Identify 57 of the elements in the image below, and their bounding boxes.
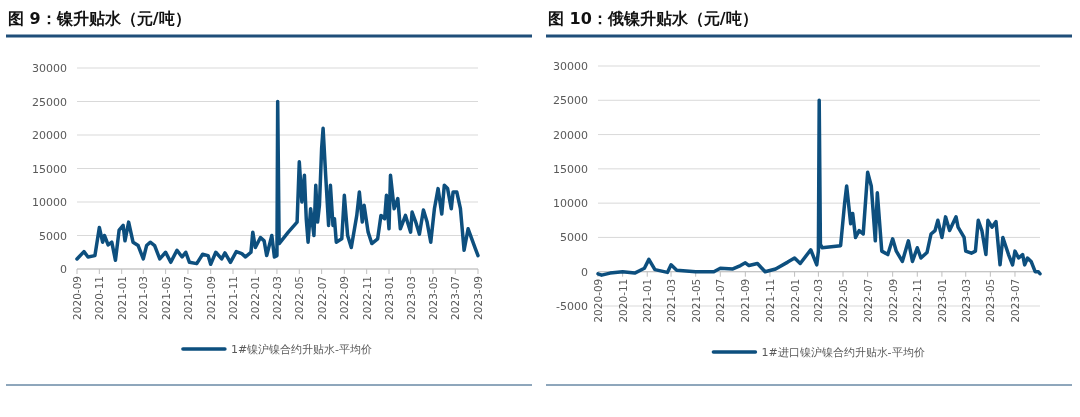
y-tick-label: 15000 bbox=[553, 162, 588, 176]
x-tick-label: 2021-01 bbox=[641, 278, 654, 323]
x-tick-label: 2022-11 bbox=[360, 276, 373, 320]
legend-label: 1#进口镍沪镍合约升贴水-平均价 bbox=[761, 346, 925, 359]
x-tick-label: 2022-11 bbox=[911, 278, 924, 323]
x-tick-label: 2021-03 bbox=[665, 278, 678, 323]
x-tick-label: 2023-03 bbox=[959, 278, 972, 323]
x-tick-label: 2022-05 bbox=[293, 276, 306, 320]
x-tick-label: 2021-07 bbox=[714, 278, 727, 323]
y-tick-label: 0 bbox=[60, 263, 67, 276]
y-tick-label: 30000 bbox=[553, 60, 588, 73]
x-tick-label: 2022-03 bbox=[812, 278, 825, 323]
x-tick-label: 2020-09 bbox=[592, 278, 604, 323]
y-tick-label: 10000 bbox=[32, 196, 67, 209]
x-tick-label: 2021-11 bbox=[763, 278, 776, 323]
y-tick-label: 25000 bbox=[32, 95, 67, 109]
x-tick-label: 2021-09 bbox=[204, 276, 217, 320]
x-tick-label: 2023-01 bbox=[935, 278, 948, 323]
x-tick-label: 2022-09 bbox=[886, 278, 899, 323]
x-tick-label: 2023-09 bbox=[472, 276, 484, 320]
y-tick-label: 5000 bbox=[39, 229, 67, 243]
y-tick-label: 20000 bbox=[32, 129, 67, 142]
x-tick-label: 2021-05 bbox=[689, 278, 702, 323]
x-tick-label: 2020-11 bbox=[93, 276, 106, 320]
x-tick-label: 2022-05 bbox=[837, 278, 850, 323]
x-tick-label: 2021-07 bbox=[181, 276, 194, 320]
x-tick-label: 2022-07 bbox=[315, 276, 328, 320]
x-tick-label: 2022-03 bbox=[270, 276, 283, 320]
x-tick-label: 2020-09 bbox=[71, 276, 83, 320]
x-tick-label: 2023-03 bbox=[404, 276, 417, 320]
line-series bbox=[596, 98, 1042, 277]
y-tick-label: 10000 bbox=[553, 197, 588, 211]
y-tick-label: 15000 bbox=[32, 162, 67, 176]
x-tick-label: 2020-11 bbox=[616, 278, 629, 323]
x-tick-label: 2021-03 bbox=[137, 276, 150, 320]
x-tick-label: 2021-09 bbox=[739, 278, 752, 323]
y-tick-label: 5000 bbox=[560, 231, 588, 245]
x-tick-label: 2021-01 bbox=[115, 276, 128, 320]
chart-title: 图 10：俄镍升贴水（元/吨） bbox=[548, 9, 758, 28]
x-tick-label: 2022-01 bbox=[788, 278, 801, 323]
x-tick-label: 2023-05 bbox=[984, 278, 997, 323]
x-tick-label: 2023-05 bbox=[426, 276, 439, 320]
x-tick-label: 2022-09 bbox=[338, 276, 351, 320]
legend-label: 1#镍沪镍合约升贴水-平均价 bbox=[230, 343, 373, 356]
chart-title: 图 9：镍升贴水（元/吨） bbox=[8, 9, 191, 28]
x-tick-label: 2023-07 bbox=[1008, 278, 1021, 323]
x-tick-label: 2022-07 bbox=[861, 278, 874, 323]
y-tick-label: -5000 bbox=[556, 300, 588, 313]
y-tick-label: 30000 bbox=[32, 62, 67, 75]
x-tick-label: 2021-11 bbox=[227, 276, 240, 320]
y-tick-label: 25000 bbox=[553, 94, 588, 108]
y-tick-label: 20000 bbox=[553, 128, 588, 142]
x-tick-label: 2023-07 bbox=[449, 276, 462, 320]
x-tick-label: 2021-05 bbox=[159, 276, 172, 320]
x-tick-label: 2023-01 bbox=[383, 276, 396, 320]
y-tick-label: 0 bbox=[581, 265, 588, 279]
x-tick-label: 2022-01 bbox=[249, 276, 262, 320]
